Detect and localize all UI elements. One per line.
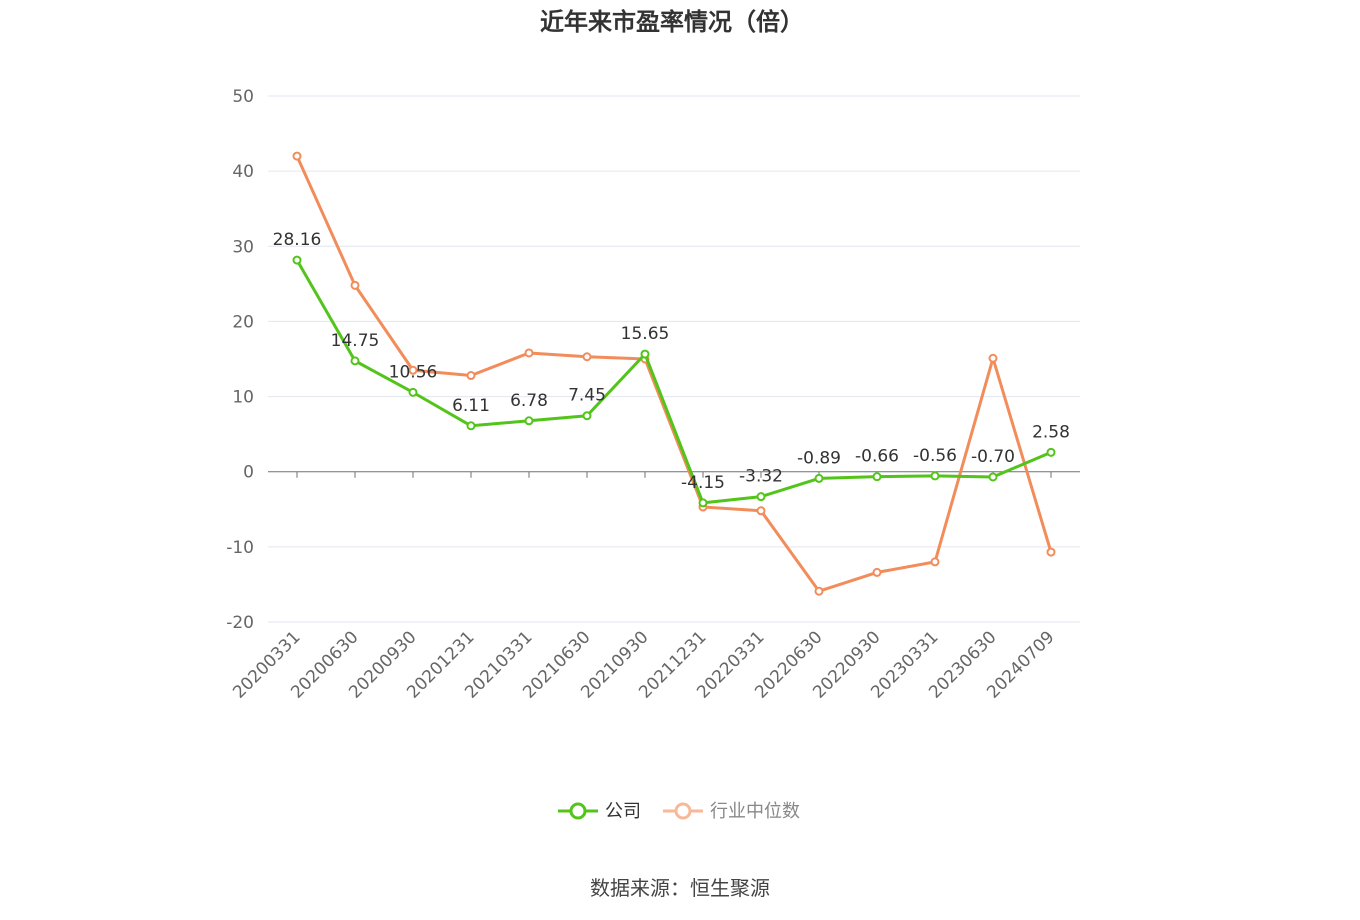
y-tick-label: 30 bbox=[232, 237, 254, 257]
data-label: 15.65 bbox=[621, 324, 670, 344]
data-point bbox=[756, 492, 766, 502]
data-point bbox=[466, 371, 476, 381]
data-point bbox=[408, 365, 418, 375]
data-point bbox=[872, 567, 882, 577]
data-label: 10.56 bbox=[389, 362, 438, 382]
y-tick-label: 40 bbox=[232, 162, 254, 182]
data-point bbox=[814, 586, 824, 596]
data-point bbox=[698, 498, 708, 508]
y-tick-label: 10 bbox=[232, 388, 254, 408]
data-point bbox=[292, 151, 302, 161]
y-tick-label: -20 bbox=[226, 613, 254, 633]
data-label: 6.78 bbox=[510, 391, 548, 411]
data-label: 7.45 bbox=[568, 386, 606, 406]
legend-label: 行业中位数 bbox=[710, 801, 800, 822]
data-point bbox=[408, 387, 418, 397]
data-label: -4.15 bbox=[681, 473, 725, 493]
data-point bbox=[582, 411, 592, 421]
data-point bbox=[350, 280, 360, 290]
x-axis: 2020033120200630202009302020123120210331… bbox=[229, 471, 1080, 703]
data-point bbox=[930, 471, 940, 481]
data-label: 28.16 bbox=[273, 230, 322, 250]
data-point bbox=[1046, 547, 1056, 557]
data-label: -0.89 bbox=[797, 448, 841, 468]
data-label: -0.70 bbox=[971, 447, 1015, 467]
data-point bbox=[988, 353, 998, 363]
data-point bbox=[466, 421, 476, 431]
y-tick-label: -10 bbox=[226, 538, 254, 558]
data-source: 数据来源：恒生聚源 bbox=[590, 876, 770, 900]
data-point bbox=[524, 348, 534, 358]
chart-title: 近年来市盈率情况（倍） bbox=[540, 8, 804, 36]
data-point bbox=[524, 416, 534, 426]
data-labels: 28.16 14.75 10.56 6.11 6.78 7.45 15.65 -4.15 -3.… bbox=[273, 230, 1070, 493]
data-point bbox=[350, 356, 360, 366]
y-axis: 50 40 30 20 10 0 -10 -20 bbox=[226, 87, 254, 633]
series-layer bbox=[292, 151, 1056, 596]
data-point bbox=[756, 506, 766, 516]
data-point bbox=[582, 352, 592, 362]
data-point bbox=[292, 255, 302, 265]
data-label: -0.66 bbox=[855, 447, 899, 467]
series-line bbox=[295, 259, 1052, 505]
legend-item[interactable]: 行业中位数 bbox=[663, 801, 800, 822]
y-tick-label: 20 bbox=[232, 312, 254, 332]
legend-swatch-marker bbox=[569, 802, 587, 820]
legend-swatch-marker bbox=[674, 802, 692, 820]
data-point bbox=[1046, 447, 1056, 457]
grid-lines bbox=[268, 95, 1080, 623]
data-point bbox=[930, 557, 940, 567]
series-line bbox=[295, 155, 1053, 593]
data-label: 6.11 bbox=[452, 396, 490, 416]
data-point bbox=[872, 472, 882, 482]
legend-item[interactable]: 公司 bbox=[558, 801, 641, 822]
data-label: -3.32 bbox=[739, 467, 783, 487]
data-label: 14.75 bbox=[331, 331, 380, 351]
data-point bbox=[988, 472, 998, 482]
legend[interactable]: 公司 行业中位数 bbox=[558, 801, 800, 822]
data-point bbox=[814, 473, 824, 483]
y-tick-label: 0 bbox=[243, 463, 254, 483]
legend-label: 公司 bbox=[605, 801, 641, 822]
data-label: 2.58 bbox=[1032, 422, 1070, 442]
data-point bbox=[640, 349, 650, 359]
y-tick-label: 50 bbox=[232, 87, 254, 107]
data-label: -0.56 bbox=[913, 446, 957, 466]
